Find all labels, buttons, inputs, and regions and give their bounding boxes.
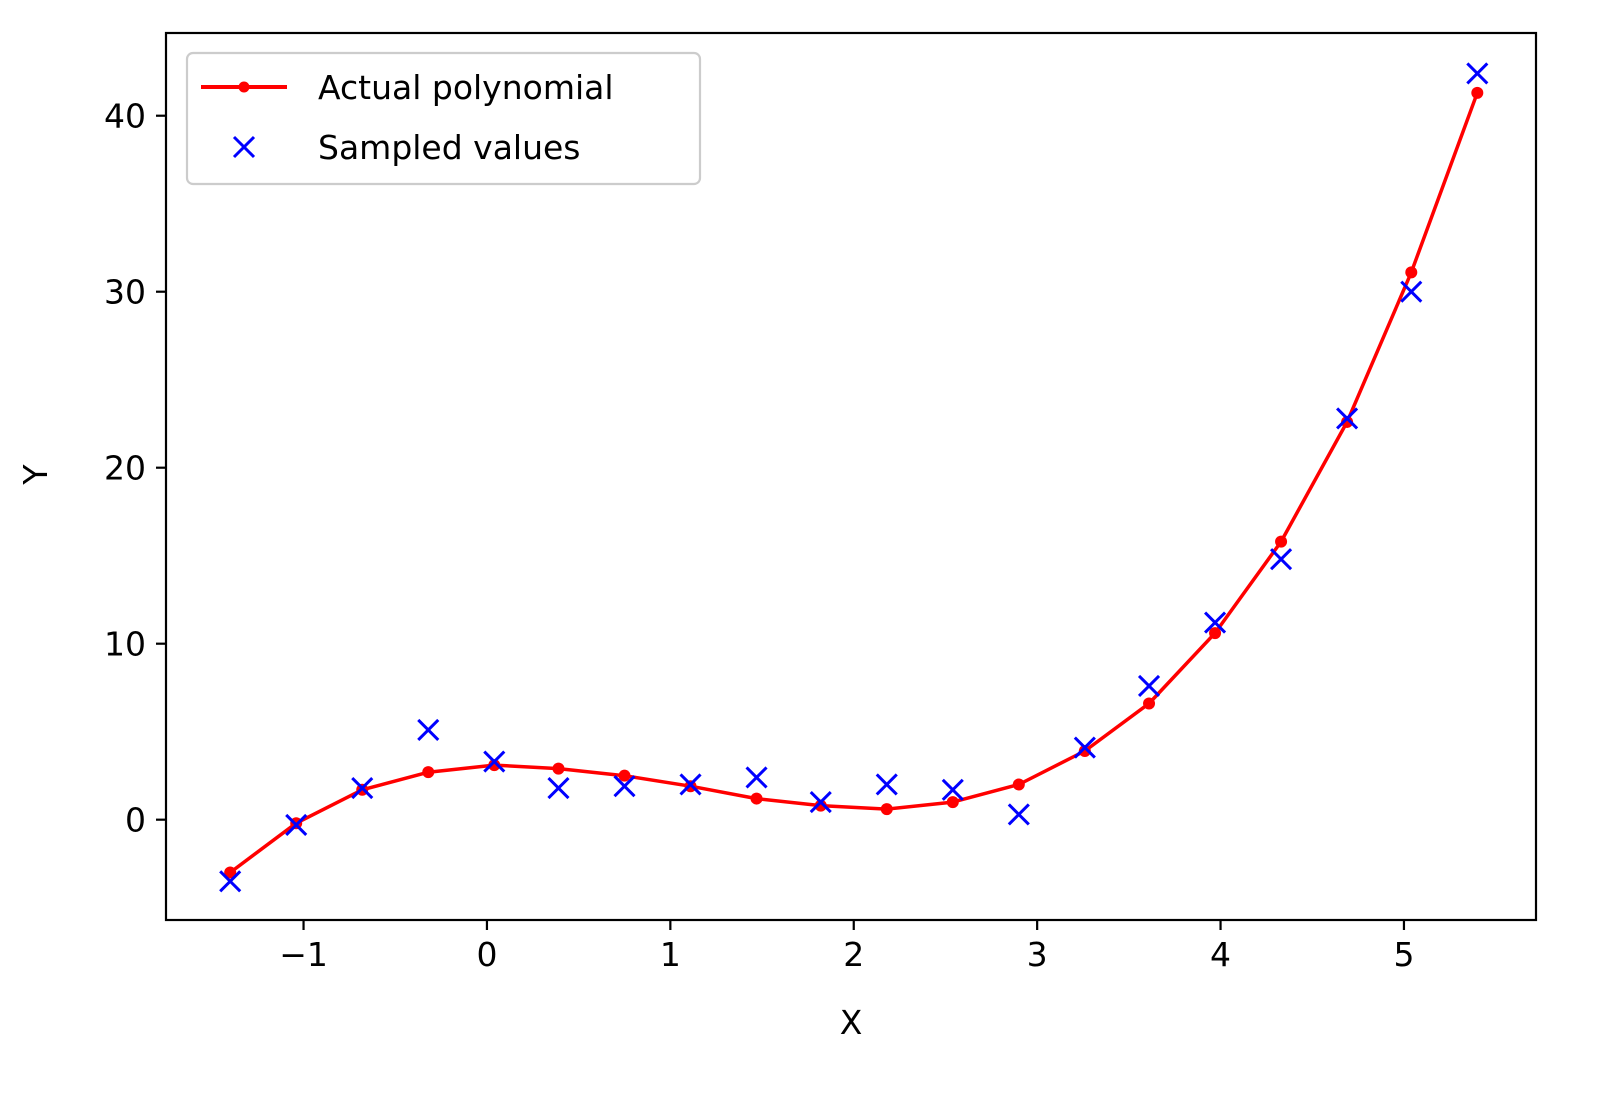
x-marker-stroke (232, 135, 256, 159)
x-marker-stroke (875, 773, 898, 796)
data-point-sampled-values (351, 776, 374, 800)
x-tick-label: 0 (476, 935, 497, 974)
x-marker-stroke (351, 776, 374, 800)
data-point-sampled-values (809, 791, 832, 814)
data-point-sampled-values (1270, 548, 1293, 571)
y-tick-label: 40 (104, 97, 146, 136)
data-point-sampled-values (1073, 736, 1096, 759)
legend-label-sampled-values: Sampled values (318, 128, 581, 167)
x-axis-label: X (840, 1003, 863, 1042)
y-axis-label: Y (16, 464, 55, 486)
data-point-actual-polynomial (1275, 535, 1288, 548)
legend-marker-sampled-values (232, 135, 256, 159)
x-tick-label: 2 (843, 935, 864, 974)
x-marker-stroke (1400, 280, 1423, 303)
data-point-sampled-values (613, 775, 636, 798)
data-point-actual-polynomial (1209, 627, 1222, 640)
x-tick-label: 4 (1210, 935, 1231, 974)
x-axis-ticks: −1 0 1 2 3 4 5 (279, 920, 1414, 974)
plot-frame (164, 31, 1538, 922)
data-point-sampled-values (547, 776, 570, 800)
y-tick-label: 20 (104, 449, 146, 488)
data-point-sampled-values (745, 766, 768, 789)
x-tick-label: −1 (279, 935, 328, 974)
x-marker-stroke (613, 775, 636, 798)
data-point-actual-polynomial (552, 762, 565, 775)
data-point-actual-polynomial (1078, 745, 1091, 758)
x-marker-stroke (745, 766, 768, 789)
data-point-actual-polynomial (224, 866, 237, 879)
data-point-sampled-values (941, 778, 964, 801)
data-point-actual-polynomial (1143, 697, 1156, 710)
x-marker-stroke (285, 813, 308, 837)
data-point-sampled-values (875, 773, 898, 796)
x-tick-label: 5 (1393, 935, 1414, 974)
data-point-actual-polynomial (814, 799, 827, 812)
x-tick-label: 1 (660, 935, 681, 974)
data-point-sampled-values (1203, 611, 1227, 634)
x-marker-stroke (1007, 803, 1030, 826)
x-marker-stroke (679, 773, 702, 796)
series-line-actual-polynomial (229, 92, 1479, 874)
data-point-sampled-values (1466, 62, 1489, 85)
x-marker-stroke (1466, 62, 1489, 85)
legend-marker-actual-polynomial (238, 81, 250, 93)
data-point-sampled-values (1007, 803, 1030, 826)
data-point-sampled-values (1336, 407, 1359, 430)
x-marker-stroke (1137, 674, 1161, 697)
data-point-sampled-values (417, 718, 440, 741)
data-point-actual-polynomial (880, 803, 893, 816)
y-axis-ticks: 0 10 20 30 40 (104, 97, 166, 840)
legend-label-actual-polynomial: Actual polynomial (318, 68, 614, 107)
x-marker-stroke (1270, 548, 1293, 571)
data-point-actual-polynomial (488, 759, 501, 772)
data-point-actual-polynomial (422, 766, 435, 779)
x-marker-stroke (809, 791, 832, 814)
x-marker-stroke (219, 870, 242, 893)
data-point-actual-polynomial (946, 796, 959, 809)
x-tick-label: 3 (1027, 935, 1048, 974)
data-point-sampled-values (1400, 280, 1423, 303)
data-point-actual-polynomial (750, 792, 763, 805)
x-marker-stroke (1336, 407, 1359, 430)
data-point-actual-polynomial (618, 769, 631, 782)
legend: Actual polynomial Sampled values (185, 51, 702, 186)
x-marker-stroke (417, 718, 440, 741)
legend-box (185, 51, 702, 186)
data-point-actual-polynomial (1012, 778, 1025, 791)
data-point-sampled-values (285, 813, 308, 837)
x-marker-stroke (547, 776, 570, 800)
y-tick-label: 30 (104, 273, 146, 312)
data-point-actual-polynomial (1405, 266, 1418, 279)
x-marker-stroke (1073, 736, 1096, 759)
data-point-sampled-values (679, 773, 702, 796)
data-point-sampled-values (219, 870, 242, 893)
data-point-actual-polynomial (1341, 415, 1354, 428)
y-tick-label: 0 (125, 801, 146, 840)
data-point-actual-polynomial (1471, 86, 1484, 99)
data-point-sampled-values (483, 750, 506, 773)
x-marker-stroke (483, 750, 506, 773)
data-point-sampled-values (1137, 674, 1161, 697)
x-marker-stroke (941, 778, 964, 801)
y-tick-label: 10 (104, 625, 146, 664)
x-marker-stroke (1203, 611, 1227, 634)
series-layer (219, 62, 1489, 893)
